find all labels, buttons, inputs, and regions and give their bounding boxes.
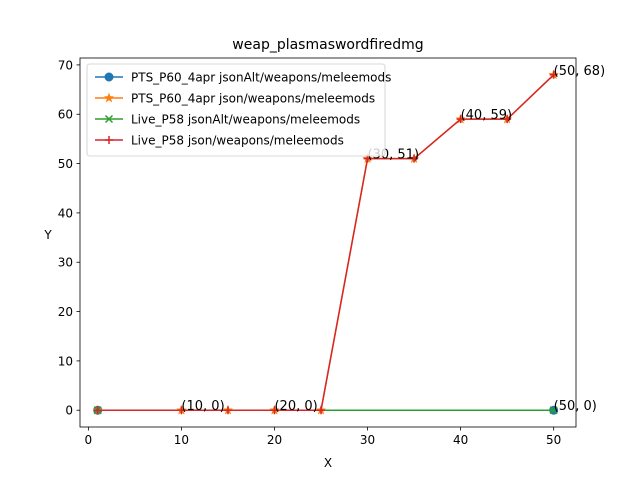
y-axis-label: Y	[43, 228, 52, 242]
data-label-4: (50, 68)	[554, 64, 606, 79]
data-point-3-2	[223, 406, 232, 415]
legend: PTS_P60_4apr jsonAlt/weapons/meleemods PT…	[86, 63, 391, 157]
data-point-3-0	[93, 406, 102, 415]
legend-marker-2	[104, 114, 114, 124]
legend-marker-3	[105, 136, 113, 144]
legend-marker-1	[103, 92, 115, 103]
legend-label-0: PTS_P60_4apr jsonAlt/weapons/meleemods	[131, 71, 391, 85]
legend-item-2: Live_P58 jsonAlt/weapons/meleemods	[95, 113, 360, 127]
y-tick-label-2: 20	[58, 305, 73, 319]
data-label-1: (20, 0)	[274, 399, 317, 414]
series-line-3	[97, 74, 555, 411]
x-tick-label-1: 10	[174, 433, 189, 447]
plot-area	[92, 69, 559, 415]
data-point-3-3	[270, 406, 279, 415]
x-tick-label-3: 30	[360, 433, 375, 447]
data-label-0: (10, 0)	[181, 399, 224, 414]
y-tick-label-6: 60	[58, 108, 73, 122]
legend-item-0: PTS_P60_4apr jsonAlt/weapons/meleemods	[95, 71, 391, 85]
data-label-3: (40, 59)	[461, 108, 513, 123]
data-point-3-9	[549, 70, 558, 79]
data-point-3-4	[317, 406, 326, 415]
data-point-3-6	[410, 154, 419, 163]
legend-item-3: Live_P58 json/weapons/meleemods	[95, 134, 344, 148]
x-tick-label-0: 0	[85, 433, 93, 447]
legend-marker-0	[104, 72, 114, 82]
x-axis-label: X	[324, 456, 332, 470]
data-point-3-1	[177, 406, 186, 415]
legend-label-1: PTS_P60_4apr json/weapons/meleemods	[131, 92, 375, 106]
y-tick-label-4: 40	[58, 206, 73, 220]
axes: 0 10 20 30 40 50 0 10 20 30 40 50 60 70	[58, 57, 577, 447]
y-tick-label-7: 70	[58, 58, 73, 72]
chart-title: weap_plasmaswordfiredmg	[232, 37, 423, 53]
series-3	[93, 70, 558, 415]
annotations: (10, 0) (20, 0)(30, 51)(40, 59)(50, 68)(5…	[181, 64, 605, 414]
data-point-2-1	[549, 406, 558, 415]
x-tick-label-4: 40	[453, 433, 468, 447]
legend-item-1: PTS_P60_4apr json/weapons/meleemods	[95, 92, 375, 106]
y-tick-label-3: 30	[58, 256, 73, 270]
axes-frame	[79, 57, 577, 428]
data-point-3-8	[503, 115, 512, 124]
x-tick-label-5: 50	[546, 433, 561, 447]
x-tick-label-2: 20	[267, 433, 282, 447]
data-label-5: (50, 0)	[554, 399, 597, 414]
legend-label-3: Live_P58 json/weapons/meleemods	[131, 134, 344, 148]
legend-box	[86, 63, 386, 157]
y-tick-label-0: 0	[65, 404, 73, 418]
legend-label-2: Live_P58 jsonAlt/weapons/meleemods	[131, 113, 360, 127]
y-tick-label-5: 50	[58, 157, 73, 171]
data-point-3-7	[456, 115, 465, 124]
y-tick-label-1: 10	[58, 354, 73, 368]
